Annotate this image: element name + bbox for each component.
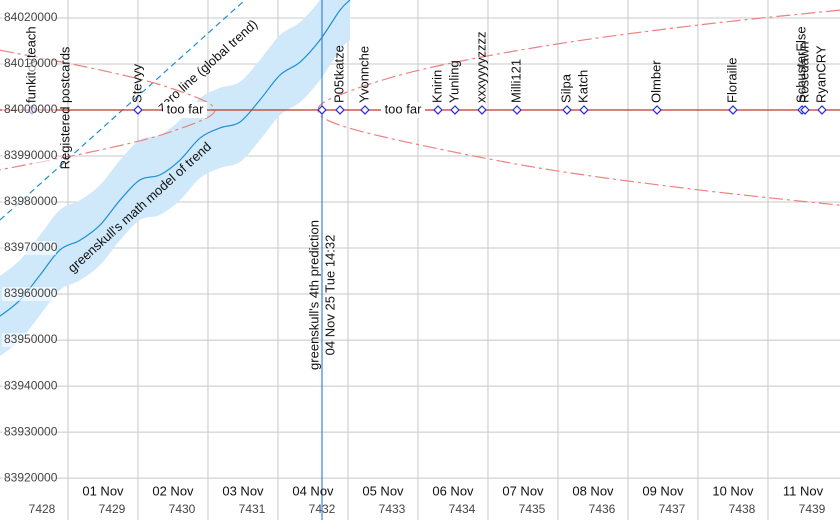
- label-bg: [2, 471, 56, 486]
- x-tick-label: 7434: [449, 502, 476, 516]
- postcard-point: [562, 105, 572, 115]
- date-tick-label: 09 Nov: [642, 483, 684, 498]
- label-bg: [2, 102, 56, 117]
- y-tick-label: 83950000: [4, 332, 58, 346]
- x-tick-label: 7432: [309, 502, 336, 516]
- date-tick-label: 11 Nov: [783, 483, 824, 498]
- x-tick-label: 7429: [99, 502, 126, 516]
- label-bg: [2, 241, 56, 256]
- postcard-point: [477, 105, 487, 115]
- date-tick-label: 10 Nov: [712, 483, 754, 498]
- x-tick-label: 7436: [589, 502, 616, 516]
- point-label: Katch: [575, 70, 590, 103]
- label-bg: [2, 333, 56, 348]
- postcard-point: [800, 105, 810, 115]
- y-tick-label: 83990000: [4, 148, 58, 162]
- point-label: RyanCRY: [813, 45, 828, 103]
- y-tick-label: 83970000: [4, 240, 58, 254]
- y-tick-label: 83980000: [4, 194, 58, 208]
- x-tick-label: 7431: [239, 502, 266, 516]
- label-bg: [2, 56, 56, 71]
- label-bg: [2, 10, 56, 25]
- label-bg: [2, 287, 56, 302]
- limit-label: too far: [385, 101, 423, 116]
- point-label: Floraille: [724, 57, 739, 103]
- point-label: Silpa: [558, 73, 573, 103]
- x-tick-label: 7430: [169, 502, 196, 516]
- y-tick-label: 83940000: [4, 378, 58, 392]
- prediction-sublabel: 04 Nov 25 Tue 14:32: [322, 235, 337, 356]
- point-label: SchusterElse: [793, 26, 808, 103]
- x-tick-label: 7439: [799, 502, 826, 516]
- date-tick-label: 05 Nov: [362, 483, 404, 498]
- label-bg: [2, 195, 56, 210]
- y-tick-label: 84000000: [4, 102, 58, 116]
- postcard-point: [433, 105, 443, 115]
- point-label: xxxyyyyzzzz: [473, 31, 488, 103]
- date-tick-label: 03 Nov: [222, 483, 264, 498]
- point-label: Stevyy: [129, 63, 144, 103]
- postcard-point: [450, 105, 460, 115]
- postcard-point: [817, 105, 827, 115]
- point-label: Yvonnche: [356, 46, 371, 103]
- trend-line: [0, 0, 351, 317]
- y-tick-label: 83920000: [4, 470, 58, 484]
- label-bg: [163, 101, 207, 118]
- date-tick-label: 07 Nov: [502, 483, 544, 498]
- x-tick-label: 7428: [29, 502, 56, 516]
- point-label: Rosedawn: [796, 42, 811, 103]
- date-tick-label: 01 Nov: [82, 483, 124, 498]
- point-label: Olmber: [648, 60, 663, 103]
- prediction-label: greenskull's 4th prediction: [306, 220, 321, 370]
- label-bg: [2, 379, 56, 394]
- y-tick-label: 83930000: [4, 424, 58, 438]
- postcard-point: [133, 105, 143, 115]
- postcard-point: [728, 105, 738, 115]
- postcard-point: [335, 105, 345, 115]
- label-bg: [2, 425, 56, 440]
- postcard-point: [579, 105, 589, 115]
- date-tick-label: 08 Nov: [572, 483, 614, 498]
- limit-label: too far: [167, 101, 205, 116]
- date-tick-label: 04 Nov: [292, 483, 334, 498]
- series-name: Registered postcards: [57, 46, 72, 169]
- x-tick-label: 7438: [729, 502, 756, 516]
- y-tick-label: 84010000: [4, 56, 58, 70]
- point-label: Milli121: [508, 59, 523, 103]
- x-tick-label: 7435: [519, 502, 546, 516]
- point-label: P05tkatze: [331, 45, 346, 103]
- x-tick-label: 7437: [659, 502, 686, 516]
- prediction-point: [317, 105, 327, 115]
- date-tick-label: 02 Nov: [152, 483, 194, 498]
- point-label: Yunling: [446, 60, 461, 103]
- y-tick-label: 84020000: [4, 10, 58, 24]
- date-tick-label: 06 Nov: [432, 483, 474, 498]
- point-label: Knirin: [429, 70, 444, 103]
- postcard-point: [360, 105, 370, 115]
- y-tick-label: 83960000: [4, 286, 58, 300]
- x-tick-label: 7433: [379, 502, 406, 516]
- label-bg: [2, 149, 56, 163]
- postcard-point: [652, 105, 662, 115]
- trend-band: [0, 0, 350, 357]
- label-bg: [381, 101, 425, 118]
- postcard-point: [512, 105, 522, 115]
